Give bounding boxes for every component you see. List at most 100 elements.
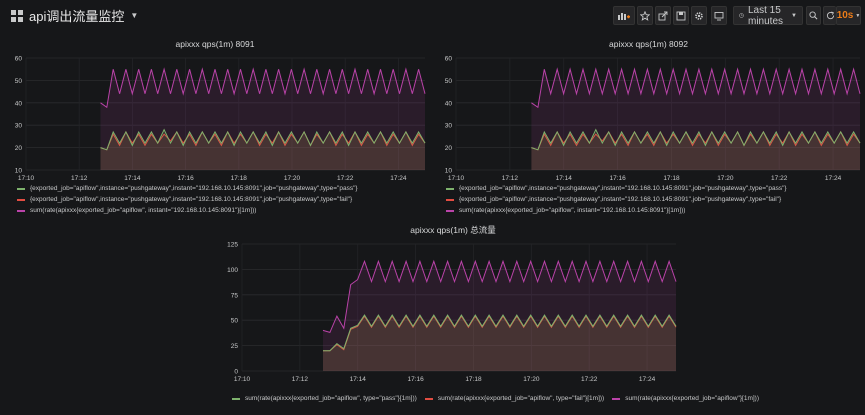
x-tick-label: 17:24 [639, 376, 656, 383]
dashboard-picker[interactable]: api调出流量监控 ▼ [11, 6, 138, 25]
x-tick-label: 17:22 [581, 376, 598, 383]
legend-label: sum(rate(apixxx{exported_job="apiflow"}[… [625, 395, 759, 402]
settings-button[interactable] [691, 6, 707, 25]
time-range-picker[interactable]: Last 15 minutes ▼ [733, 4, 803, 27]
x-tick-label: 17:14 [556, 175, 573, 182]
settings-icon [695, 11, 703, 20]
y-tick-label: 75 [231, 292, 239, 299]
star-icon [640, 10, 650, 21]
series-area-fail [323, 316, 676, 371]
legend-item-fail[interactable]: {exported_job="apiflow",instance="pushga… [446, 194, 787, 205]
series-area-sum [323, 261, 676, 371]
series-line-sum[interactable] [322, 259, 677, 334]
y-tick-label: 60 [445, 56, 453, 63]
legend-item-fail[interactable]: sum(rate(apixxx{exported_job="apiflow", … [424, 393, 605, 404]
series-line-sum[interactable] [531, 67, 861, 109]
y-tick-label: 50 [231, 318, 239, 325]
clock-icon [739, 13, 744, 18]
series-line-pass[interactable] [100, 128, 426, 151]
caret-down-icon: ▼ [855, 12, 861, 19]
x-tick-label: 17:24 [825, 175, 842, 182]
y-tick-label: 125 [227, 242, 238, 249]
share-button[interactable] [655, 6, 671, 25]
series-area-pass [100, 129, 425, 170]
y-tick-label: 0 [234, 369, 238, 376]
legend-item-pass[interactable]: {exported_job="apiflow",instance="pushga… [17, 183, 358, 194]
x-tick-label: 17:18 [465, 376, 482, 383]
refresh-interval-label: 10s [836, 10, 854, 21]
x-tick-label: 17:12 [502, 175, 519, 182]
caret-down-icon: ▼ [130, 11, 139, 20]
graph-total[interactable]: 0 25 50 75 100 125 17:10 17:12 17:14 17:16 17:18 17… [222, 237, 684, 397]
y-tick-label: 25 [231, 343, 239, 350]
y-tick-label: 20 [15, 145, 23, 152]
legend-swatch [612, 397, 621, 400]
x-tick-label: 17:10 [234, 376, 251, 383]
zoom-out-icon [809, 11, 818, 20]
legend-label: sum(rate(apixxx{exported_job="apiflow", … [459, 207, 686, 214]
legend-item-pass[interactable]: {exported_job="apiflow",instance="pushga… [446, 183, 787, 194]
series-line-fail[interactable] [100, 130, 426, 151]
legend-swatch [232, 397, 240, 400]
legend-label: sum(rate(apixxx{exported_job="apiflow", … [30, 207, 257, 214]
panel-title[interactable]: apixxx qps(1m) 8092 [609, 39, 688, 49]
panel-title[interactable]: apixxx qps(1m) 8091 [175, 39, 255, 49]
legend-swatch [446, 187, 454, 190]
y-tick-label: 60 [15, 56, 23, 63]
series-line-fail[interactable] [531, 130, 861, 151]
top-navbar: api调出流量监控 ▼ Last 15 minutes ▼ 10s ▼ [0, 0, 865, 30]
x-tick-label: 17:20 [284, 175, 301, 182]
graph-8091[interactable]: 10 20 30 40 50 60 17:10 17:12 17:14 17:16 17:18 17:… [0, 50, 430, 200]
x-tick-label: 17:24 [390, 175, 407, 182]
legend-swatch [17, 209, 25, 212]
legend-item-sum[interactable]: sum(rate(apixxx{exported_job="apiflow"}[… [612, 393, 759, 404]
graph-panel-8091: apixxx qps(1m) 8091 10 20 30 40 50 60 17:10 17:… [0, 32, 430, 222]
save-button[interactable] [673, 6, 689, 25]
y-tick-label: 10 [15, 168, 23, 175]
save-icon [676, 11, 686, 20]
series-line-pass[interactable] [531, 128, 861, 151]
legend-item-sum[interactable]: sum(rate(apixxx{exported_job="apiflow", … [446, 205, 787, 216]
x-tick-label: 17:12 [292, 376, 309, 383]
x-tick-label: 17:18 [231, 175, 248, 182]
legend-label: {exported_job="apiflow",instance="pushga… [459, 185, 787, 192]
series-area-sum [100, 69, 425, 170]
legend-item-sum[interactable]: sum(rate(apixxx{exported_job="apiflow", … [17, 205, 358, 216]
legend-item-pass[interactable]: sum(rate(apixxx{exported_job="apiflow", … [232, 393, 417, 404]
panel-title[interactable]: apixxx qps(1m) 总流量 [410, 225, 496, 235]
y-tick-label: 100 [227, 267, 238, 274]
legend: sum(rate(apixxx{exported_job="apiflow", … [232, 393, 759, 404]
series-area-sum [531, 69, 860, 170]
series-line-sum[interactable] [100, 67, 426, 109]
x-tick-label: 17:10 [448, 175, 465, 182]
legend-swatch [17, 198, 25, 201]
y-tick-label: 30 [445, 123, 453, 130]
y-tick-label: 50 [445, 78, 453, 85]
legend-label: {exported_job="apiflow",instance="pushga… [459, 196, 782, 203]
legend-label: sum(rate(apixxx{exported_job="apiflow", … [245, 395, 417, 402]
star-button[interactable] [637, 6, 653, 25]
legend: {exported_job="apiflow",instance="pushga… [17, 183, 358, 216]
add-panel-button[interactable] [613, 6, 635, 25]
legend-label: {exported_job="apiflow",instance="pushga… [30, 185, 358, 192]
graph-panel-total: apixxx qps(1m) 总流量 0 25 50 75 100 125 17:10 17:… [222, 220, 759, 415]
dashboard-title: api调出流量监控 [29, 9, 125, 24]
series-line-pass[interactable] [323, 314, 677, 352]
y-tick-label: 40 [15, 100, 23, 107]
tv-mode-icon [714, 11, 724, 20]
refresh-interval-picker[interactable]: 10s ▼ [836, 6, 861, 25]
zoom-out-button[interactable] [806, 6, 821, 25]
legend-swatch [17, 187, 25, 190]
x-tick-label: 17:22 [337, 175, 354, 182]
graph-8092[interactable]: 10 20 30 40 50 60 17:10 17:12 17:14 17:16 17:18 17:… [432, 50, 865, 200]
refresh-icon [826, 11, 834, 20]
legend-label: sum(rate(apixxx{exported_job="apiflow", … [437, 395, 605, 402]
legend-item-fail[interactable]: {exported_job="apiflow",instance="pushga… [17, 194, 358, 205]
series-area-pass [531, 129, 860, 170]
time-range-label: Last 15 minutes [747, 4, 783, 27]
tv-mode-button[interactable] [711, 6, 727, 25]
x-tick-label: 17:10 [18, 175, 35, 182]
refresh-button[interactable] [823, 6, 836, 25]
series-line-fail[interactable] [323, 315, 677, 352]
x-tick-label: 17:14 [124, 175, 141, 182]
